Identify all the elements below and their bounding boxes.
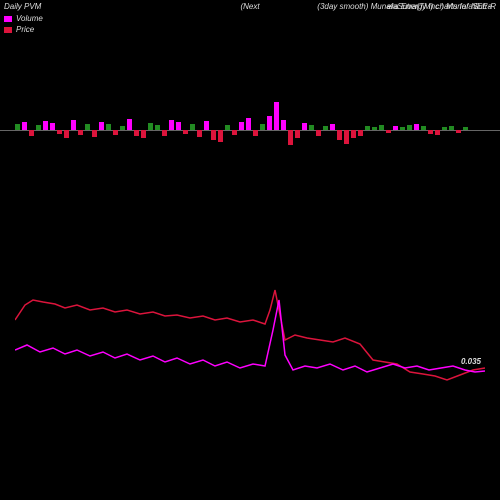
volume-bar (225, 125, 230, 130)
volume-bar (36, 125, 41, 130)
volume-bar (428, 130, 433, 134)
volume-bar (351, 130, 356, 138)
volume-bar (309, 125, 314, 130)
legend: Volume Price (4, 14, 43, 36)
volume-bar (463, 127, 468, 130)
volume-bar (316, 130, 321, 136)
volume-bar (337, 130, 342, 140)
volume-bar (393, 126, 398, 130)
volume-bar (323, 126, 328, 130)
header-right: era Energy Inc.) MunafaSutra (387, 2, 492, 11)
volume-bar (246, 118, 251, 130)
volume-bar (64, 130, 69, 138)
volume-bar (57, 130, 62, 134)
volume-bar (288, 130, 293, 145)
chart-header: Daily PVM (3day smooth) MunafaSutra(TM) … (4, 2, 496, 11)
legend-label: Volume (16, 14, 43, 23)
volume-bar (253, 130, 258, 136)
volume-bar (281, 120, 286, 130)
legend-item: Price (4, 25, 43, 34)
volume-bar (211, 130, 216, 140)
volume-bar (120, 126, 125, 130)
volume-bar (232, 130, 237, 135)
volume-bar (43, 121, 48, 130)
legend-color-box (4, 16, 12, 22)
header-center: (Next (240, 2, 259, 11)
volume-bar (176, 122, 181, 130)
volume-bar (302, 123, 307, 130)
legend-item: Volume (4, 14, 43, 23)
volume-bar (295, 130, 300, 138)
volume-bar (372, 127, 377, 130)
volume-bar (442, 127, 447, 130)
line-svg (15, 280, 485, 420)
volume-bar (456, 130, 461, 133)
bar-baseline (0, 130, 500, 131)
volume-bar (435, 130, 440, 135)
volume-bar (407, 125, 412, 130)
volume-bar (218, 130, 223, 142)
volume-bar (183, 130, 188, 134)
bar-chart (15, 100, 485, 160)
volume-bar (421, 126, 426, 130)
volume-bar (50, 123, 55, 130)
volume-bar (197, 130, 202, 137)
volume-bar (15, 124, 20, 130)
legend-color-box (4, 27, 12, 33)
volume-bar (344, 130, 349, 144)
volume-bar (155, 125, 160, 130)
volume-bar (85, 124, 90, 130)
volume-bar (239, 122, 244, 130)
volume-bar (29, 130, 34, 136)
line-chart: 0.035 (15, 280, 485, 420)
volume-bar (92, 130, 97, 137)
volume-bar (134, 130, 139, 136)
volume-bar (330, 124, 335, 130)
volume-bar (358, 130, 363, 136)
volume-bar (204, 121, 209, 130)
volume-bar (141, 130, 146, 138)
chart-container: Daily PVM (3day smooth) MunafaSutra(TM) … (0, 0, 500, 500)
volume-bar (267, 116, 272, 130)
volume-bar (449, 126, 454, 130)
volume-bar (274, 102, 279, 130)
volume-bar (414, 124, 419, 130)
legend-label: Price (16, 25, 34, 34)
volume-bar (162, 130, 167, 136)
volume-bar (99, 122, 104, 130)
volume-bar (169, 120, 174, 130)
volume-bar (379, 125, 384, 130)
volume-line (15, 300, 485, 372)
volume-bar (190, 124, 195, 130)
volume-bar (71, 120, 76, 130)
volume-bar (22, 122, 27, 130)
volume-bar (113, 130, 118, 135)
volume-bar (106, 124, 111, 130)
volume-bar (78, 130, 83, 135)
value-label: 0.035 (461, 357, 481, 366)
volume-bar (400, 127, 405, 130)
volume-bar (148, 123, 153, 130)
volume-bar (127, 119, 132, 130)
volume-bar (260, 124, 265, 130)
header-left-a: Daily PVM (4, 2, 41, 11)
volume-bar (365, 126, 370, 130)
volume-bar (386, 130, 391, 133)
